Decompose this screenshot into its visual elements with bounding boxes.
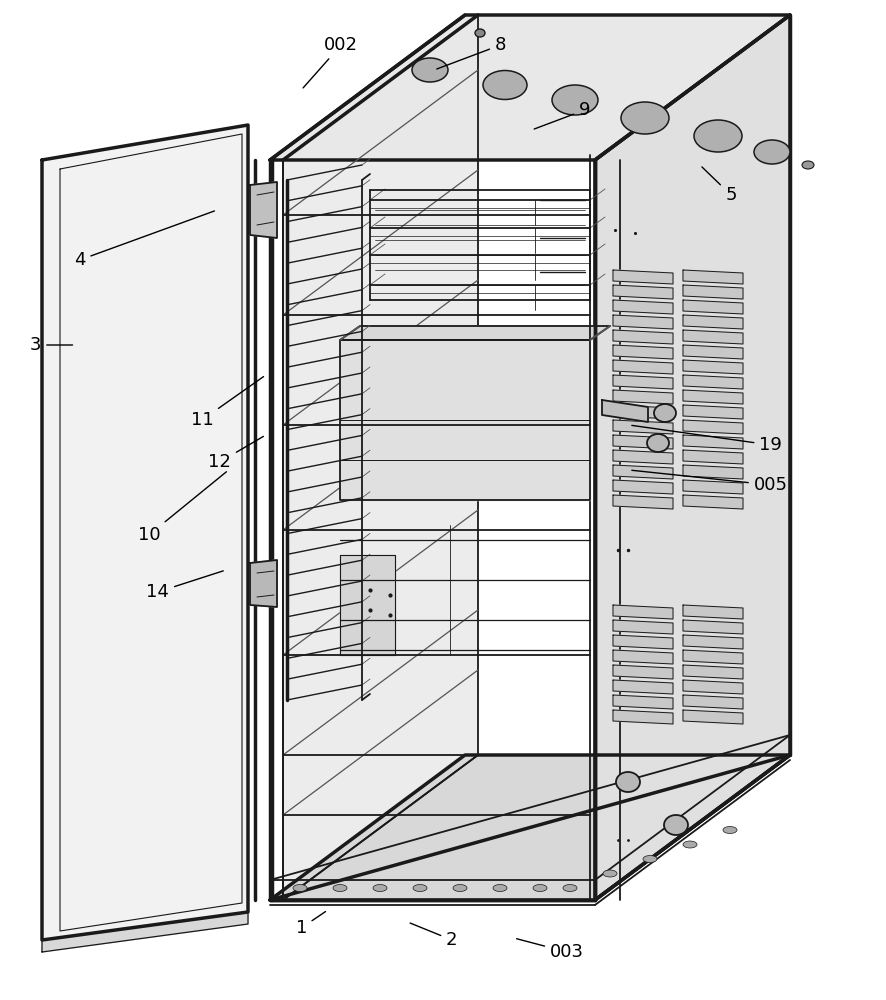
- Polygon shape: [683, 330, 743, 344]
- Polygon shape: [613, 300, 673, 314]
- Polygon shape: [283, 15, 478, 900]
- Ellipse shape: [333, 884, 347, 892]
- Polygon shape: [250, 182, 277, 238]
- Polygon shape: [340, 326, 610, 340]
- Text: 1: 1: [296, 912, 325, 937]
- Ellipse shape: [647, 434, 669, 452]
- Polygon shape: [613, 360, 673, 374]
- Polygon shape: [602, 400, 648, 422]
- Polygon shape: [683, 390, 743, 404]
- Ellipse shape: [552, 85, 598, 115]
- Polygon shape: [613, 680, 673, 694]
- Ellipse shape: [413, 884, 427, 892]
- Polygon shape: [595, 15, 790, 900]
- Polygon shape: [683, 285, 743, 299]
- Polygon shape: [613, 710, 673, 724]
- Polygon shape: [340, 340, 590, 500]
- Polygon shape: [613, 315, 673, 329]
- Polygon shape: [683, 435, 743, 449]
- Polygon shape: [683, 375, 743, 389]
- Text: 11: 11: [190, 377, 263, 429]
- Text: 14: 14: [146, 571, 223, 601]
- Polygon shape: [683, 710, 743, 724]
- Polygon shape: [683, 495, 743, 509]
- Text: 12: 12: [208, 436, 263, 471]
- Polygon shape: [270, 15, 790, 160]
- Polygon shape: [683, 680, 743, 694]
- Ellipse shape: [654, 404, 676, 422]
- Polygon shape: [613, 450, 673, 464]
- Polygon shape: [683, 665, 743, 679]
- Polygon shape: [613, 270, 673, 284]
- Text: 005: 005: [632, 470, 788, 494]
- Text: 19: 19: [632, 425, 782, 454]
- Polygon shape: [683, 605, 743, 619]
- Polygon shape: [613, 620, 673, 634]
- Ellipse shape: [453, 884, 467, 892]
- Ellipse shape: [533, 884, 547, 892]
- Text: 5: 5: [702, 167, 736, 204]
- Ellipse shape: [475, 29, 485, 37]
- Polygon shape: [683, 450, 743, 464]
- Polygon shape: [683, 405, 743, 419]
- Ellipse shape: [483, 70, 527, 100]
- Polygon shape: [613, 405, 673, 419]
- Polygon shape: [613, 480, 673, 494]
- Polygon shape: [42, 912, 248, 952]
- Ellipse shape: [802, 161, 814, 169]
- Polygon shape: [250, 560, 277, 607]
- Polygon shape: [613, 605, 673, 619]
- Polygon shape: [613, 635, 673, 649]
- Ellipse shape: [563, 884, 577, 892]
- Polygon shape: [340, 555, 395, 655]
- Polygon shape: [613, 435, 673, 449]
- Text: 2: 2: [410, 923, 457, 949]
- Ellipse shape: [621, 102, 669, 134]
- Polygon shape: [683, 695, 743, 709]
- Polygon shape: [683, 480, 743, 494]
- Polygon shape: [613, 375, 673, 389]
- Ellipse shape: [412, 58, 448, 82]
- Polygon shape: [683, 465, 743, 479]
- Polygon shape: [683, 315, 743, 329]
- Polygon shape: [683, 345, 743, 359]
- Polygon shape: [683, 635, 743, 649]
- Polygon shape: [683, 300, 743, 314]
- Polygon shape: [613, 390, 673, 404]
- Ellipse shape: [754, 140, 790, 164]
- Polygon shape: [613, 330, 673, 344]
- Text: 9: 9: [534, 101, 590, 129]
- Polygon shape: [683, 420, 743, 434]
- Ellipse shape: [643, 856, 657, 862]
- Polygon shape: [613, 665, 673, 679]
- Ellipse shape: [616, 772, 640, 792]
- Text: 003: 003: [517, 939, 584, 961]
- Polygon shape: [613, 695, 673, 709]
- Ellipse shape: [694, 120, 742, 152]
- Ellipse shape: [373, 884, 387, 892]
- Polygon shape: [683, 360, 743, 374]
- Polygon shape: [270, 755, 790, 900]
- Text: 002: 002: [303, 36, 358, 88]
- Polygon shape: [613, 495, 673, 509]
- Ellipse shape: [603, 870, 617, 877]
- Ellipse shape: [493, 884, 507, 892]
- Ellipse shape: [664, 815, 688, 835]
- Polygon shape: [613, 345, 673, 359]
- Text: 4: 4: [74, 211, 214, 269]
- Polygon shape: [613, 465, 673, 479]
- Polygon shape: [613, 420, 673, 434]
- Polygon shape: [683, 650, 743, 664]
- Ellipse shape: [723, 826, 737, 834]
- Polygon shape: [42, 125, 248, 940]
- Text: 8: 8: [437, 36, 506, 69]
- Polygon shape: [613, 285, 673, 299]
- Ellipse shape: [683, 841, 697, 848]
- Text: 3: 3: [30, 336, 73, 354]
- Polygon shape: [613, 650, 673, 664]
- Polygon shape: [683, 620, 743, 634]
- Ellipse shape: [293, 884, 307, 892]
- Polygon shape: [683, 270, 743, 284]
- Text: 10: 10: [137, 472, 227, 544]
